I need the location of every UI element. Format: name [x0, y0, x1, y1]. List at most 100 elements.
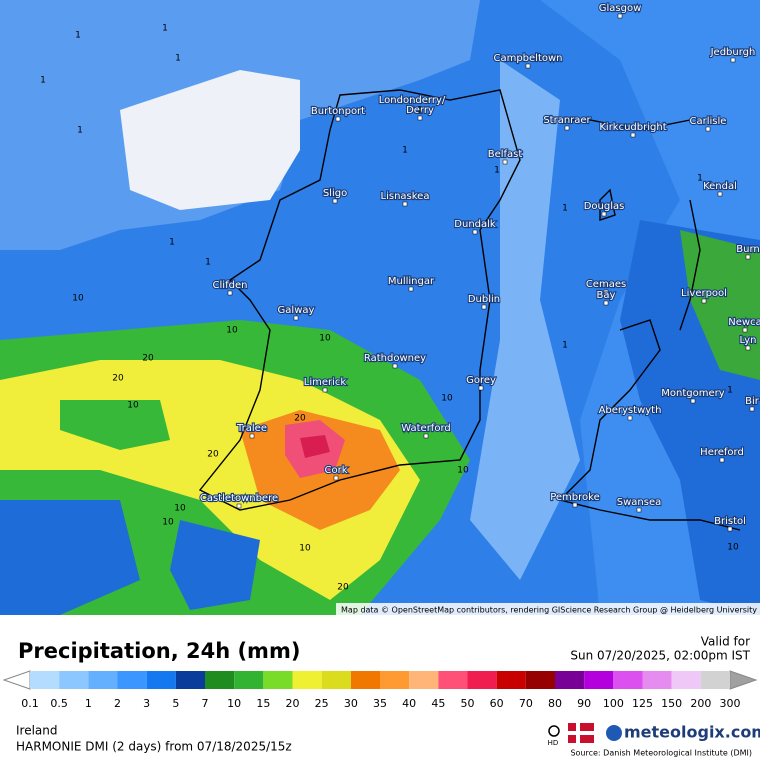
- contour-label: 20: [337, 583, 349, 593]
- place-dot: [423, 433, 429, 439]
- place-label: Dublin: [468, 294, 500, 305]
- legend-arrow: [2, 670, 31, 690]
- valid-time: Sun 07/20/2025, 02:00pm IST: [570, 649, 750, 663]
- contour-label: 10: [72, 294, 84, 304]
- precip-area: [0, 500, 140, 615]
- place-dot: [402, 201, 408, 207]
- place-label: Limerick: [304, 377, 347, 388]
- legend-swatch: [175, 671, 205, 689]
- legend-label: 35: [373, 697, 387, 710]
- place-label: Aberystwyth: [599, 405, 662, 416]
- place-label: Cork: [324, 465, 347, 476]
- legend-swatch: [205, 671, 235, 689]
- place-dot: [293, 315, 299, 321]
- place-dot: [727, 526, 733, 532]
- place-label: Pembroke: [550, 492, 600, 503]
- contour-label: 10: [457, 466, 469, 476]
- place-label: Galway: [278, 305, 315, 316]
- contour-label: 1: [40, 76, 46, 86]
- flag: [568, 731, 594, 735]
- legend-arrow: [729, 670, 758, 690]
- legend-label: 0.5: [50, 697, 68, 710]
- place-dot: [478, 385, 484, 391]
- place-dot: [745, 345, 751, 351]
- legend-label: 0.1: [21, 697, 39, 710]
- place-label: Bristol: [714, 516, 746, 527]
- place-label: Lisnaskea: [381, 191, 430, 202]
- place-dot: [601, 211, 607, 217]
- place-dot: [603, 289, 609, 295]
- legend-swatch: [350, 671, 380, 689]
- legend-swatch: [671, 671, 701, 689]
- contour-label: 1: [402, 146, 408, 156]
- legend-label: 90: [577, 697, 591, 710]
- contour-label: 1: [175, 54, 181, 64]
- legend-swatch: [321, 671, 351, 689]
- place-label: Londonderry/: [379, 95, 446, 106]
- place-label: Glasgow: [599, 3, 642, 14]
- legend-swatch: [234, 671, 264, 689]
- place-label: Liverpool: [681, 288, 727, 299]
- place-dot: [392, 363, 398, 369]
- place-dot: [333, 475, 339, 481]
- contour-label: 1: [77, 126, 83, 136]
- place-dot: [705, 126, 711, 132]
- legend-label: 70: [519, 697, 533, 710]
- attribution-bg: [336, 603, 760, 615]
- legend-label: 15: [256, 697, 270, 710]
- legend-swatch: [584, 671, 614, 689]
- contour-label: 20: [207, 450, 219, 460]
- model: HARMONIE DMI (2 days) from 07/18/2025/15…: [16, 740, 292, 754]
- contour-label: 1: [562, 204, 568, 214]
- contour-label: 1: [205, 258, 211, 268]
- legend-label: 125: [632, 697, 653, 710]
- logo: [606, 725, 622, 741]
- legend-label: 30: [344, 697, 358, 710]
- place-dot: [417, 115, 423, 121]
- place-label: Waterford: [401, 423, 450, 434]
- legend-swatch: [88, 671, 118, 689]
- place-label: Bir: [745, 396, 760, 407]
- place-dot: [564, 125, 570, 131]
- contour-label: 10: [127, 401, 139, 411]
- place-dot: [322, 387, 328, 393]
- place-dot: [332, 198, 338, 204]
- contour-label: 1: [697, 174, 703, 184]
- contour-label: 10: [441, 394, 453, 404]
- place-label: Tralee: [236, 423, 267, 434]
- legend-label: 5: [172, 697, 179, 710]
- place-label: Carlisle: [690, 116, 727, 127]
- place-label: Sligo: [323, 188, 347, 199]
- legend-swatch: [380, 671, 410, 689]
- place-dot: [481, 304, 487, 310]
- contour-label: 20: [112, 374, 124, 384]
- precip-area: [170, 520, 260, 610]
- precip-area: [470, 60, 580, 580]
- place-label: Hereford: [700, 447, 744, 458]
- contour-label: 1: [417, 106, 423, 116]
- place-dot: [690, 398, 696, 404]
- place-label: Stranraer: [543, 115, 591, 126]
- place-dot: [472, 229, 478, 235]
- attribution: Map data © OpenStreetMap contributors, r…: [341, 606, 757, 615]
- legend-label: 25: [315, 697, 329, 710]
- place-dot: [525, 63, 531, 69]
- coastline: [198, 89, 521, 511]
- place-label: Rathdowney: [364, 353, 426, 364]
- legend-swatch: [146, 671, 176, 689]
- place-label: Castletownbere: [200, 493, 278, 504]
- contour-label: 10: [162, 518, 174, 528]
- legend-swatch: [525, 671, 555, 689]
- contour-label: 20: [142, 354, 154, 364]
- place-label: Dundalk: [454, 219, 496, 230]
- legend-label: 7: [202, 697, 209, 710]
- place-label: Gorey: [466, 375, 496, 386]
- brand: meteologix.com: [624, 723, 760, 742]
- place-dot: [730, 57, 736, 63]
- contour-label: 1: [494, 166, 500, 176]
- place-label: Campbeltown: [493, 53, 562, 64]
- contour-label: 1: [162, 24, 168, 34]
- place-label: Montgomery: [661, 388, 724, 399]
- place-label: Clifden: [213, 280, 248, 291]
